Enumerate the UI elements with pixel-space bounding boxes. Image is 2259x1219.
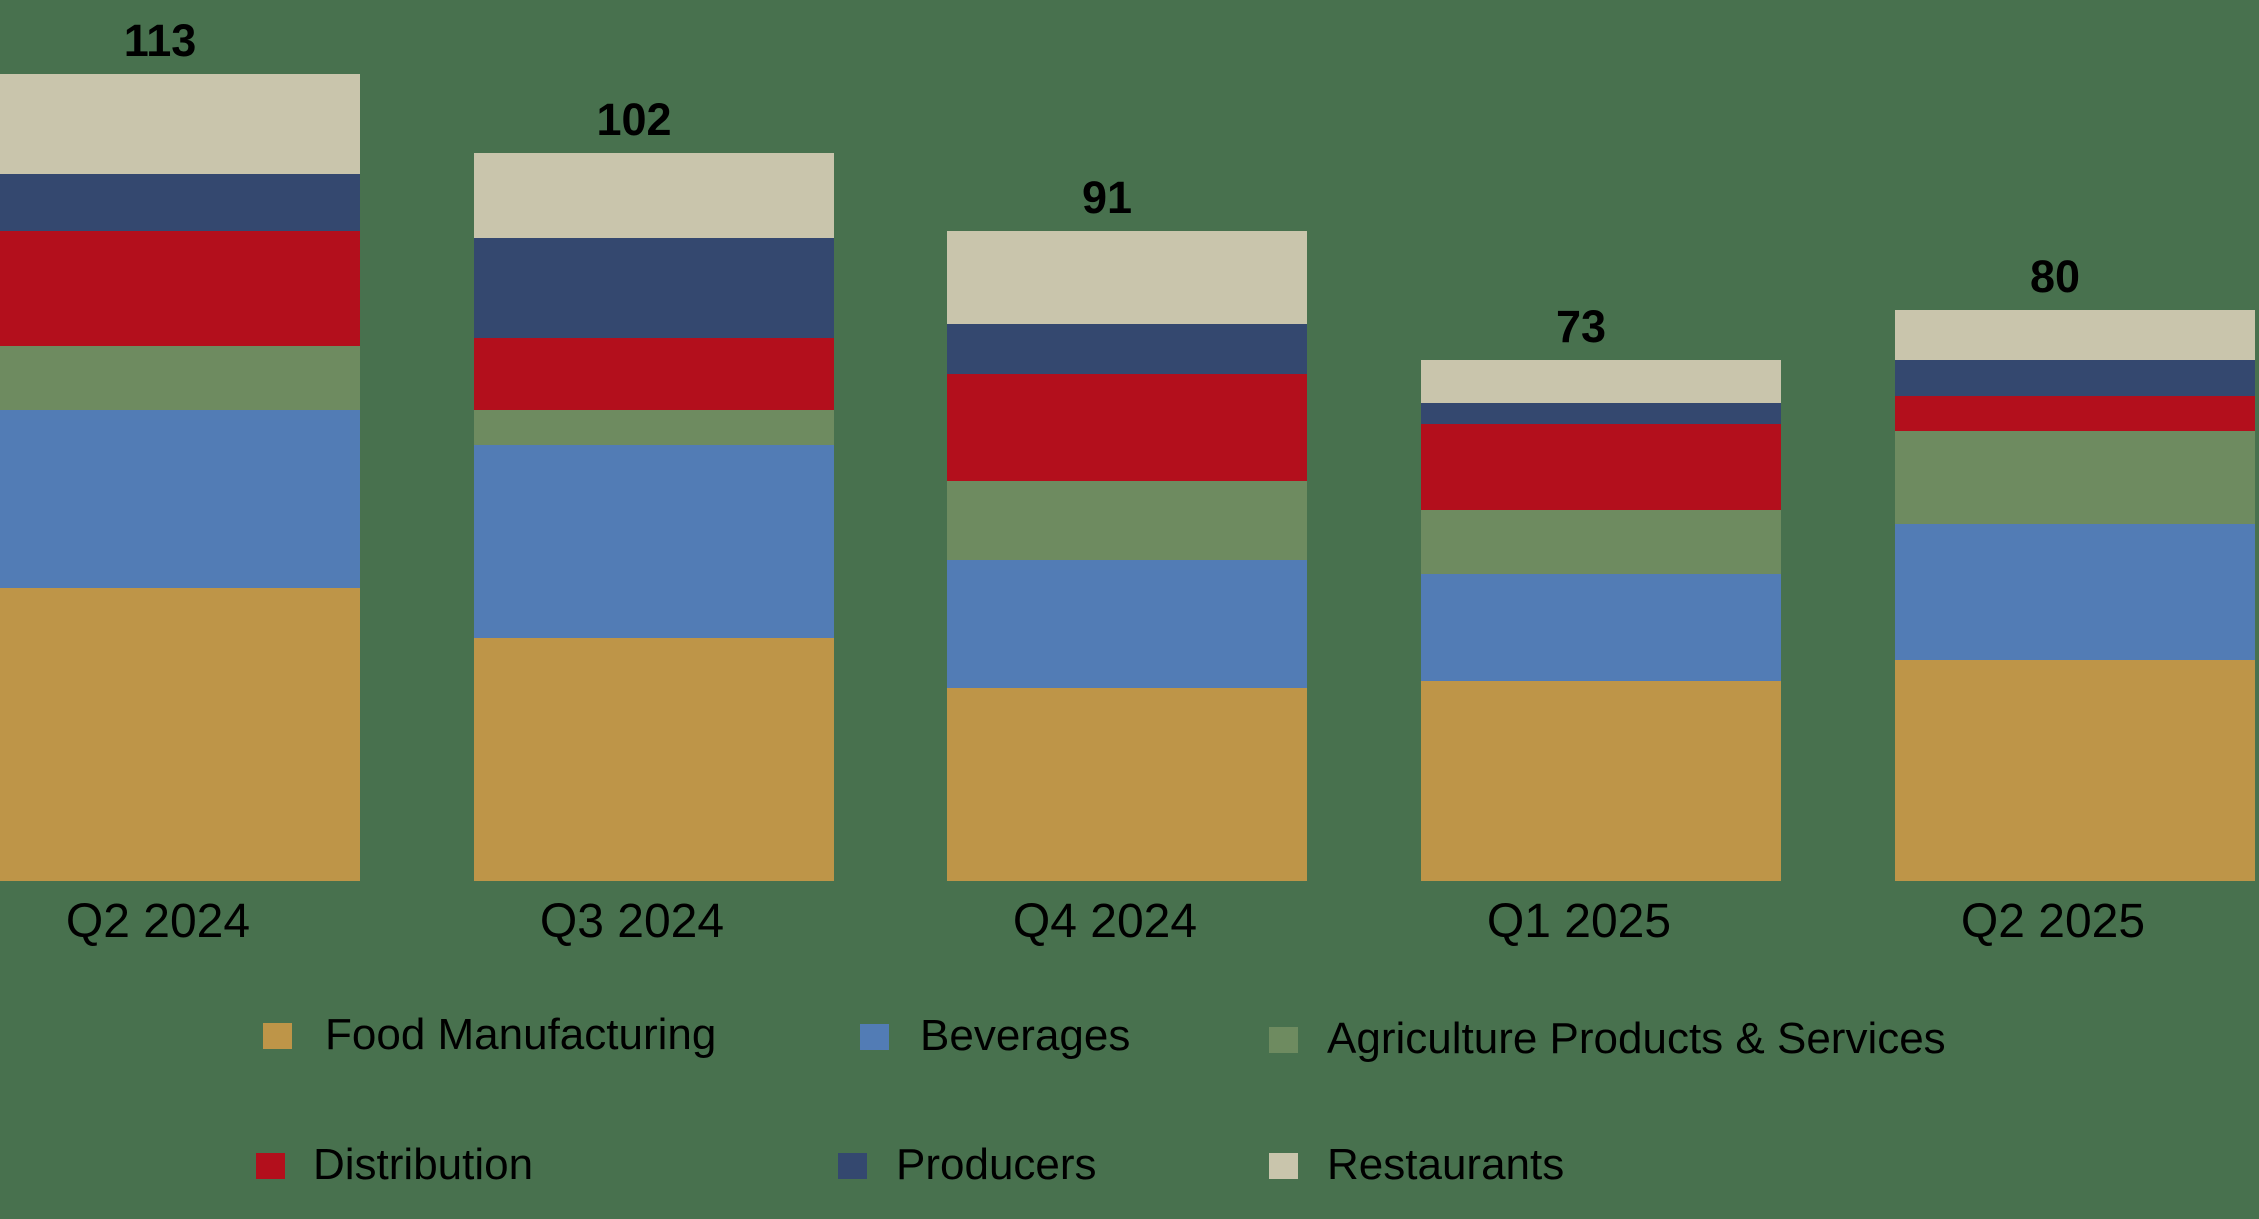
bar-segment-distribution (0, 231, 360, 346)
bar-q4-2024 (947, 231, 1307, 881)
x-axis-label: Q1 2025 (1486, 895, 1672, 948)
bar-segment-agriculture-products-services (474, 409, 834, 446)
bar-segment-producers (0, 174, 360, 232)
bar-segment-restaurants (1421, 359, 1781, 403)
bar-segment-beverages (947, 559, 1307, 689)
bar-segment-producers (947, 324, 1307, 375)
bar-segment-producers (474, 238, 834, 339)
legend-label: Food Manufacturing (325, 1010, 717, 1059)
bar-segment-distribution (1421, 424, 1781, 510)
legend-swatch-icon (256, 1153, 285, 1179)
bar-segment-food-manufacturing (1895, 659, 2255, 881)
bar-segment-distribution (1895, 395, 2255, 432)
x-axis-label: Q3 2024 (539, 895, 725, 948)
legend-swatch-icon (1269, 1153, 1298, 1179)
bar-segment-beverages (0, 409, 360, 589)
x-axis-label: Q2 2024 (65, 895, 251, 948)
legend-label: Beverages (920, 1011, 1131, 1060)
bar-segment-distribution (947, 374, 1307, 482)
bar-segment-distribution (474, 338, 834, 410)
bar-segment-agriculture-products-services (0, 345, 360, 410)
legend-label: Distribution (313, 1140, 534, 1189)
bar-segment-restaurants (1895, 309, 2255, 360)
bar-segment-restaurants (947, 231, 1307, 325)
legend-swatch-icon (860, 1024, 889, 1050)
bar-segment-beverages (474, 445, 834, 639)
legend-label: Restaurants (1327, 1140, 1565, 1189)
x-axis-label: Q4 2024 (1012, 895, 1198, 948)
legend-label: Producers (896, 1140, 1097, 1189)
bar-segment-beverages (1895, 524, 2255, 660)
bar-segment-restaurants (0, 74, 360, 175)
legend-swatch-icon (1269, 1027, 1298, 1053)
bar-q2-2025 (1895, 309, 2255, 881)
legend-label: Agriculture Products & Services (1327, 1014, 1946, 1063)
total-label: 102 (596, 93, 672, 145)
total-label: 113 (123, 15, 197, 67)
bar-segment-agriculture-products-services (1895, 431, 2255, 524)
bar-segment-agriculture-products-services (1421, 509, 1781, 574)
bar-segment-producers (1895, 359, 2255, 396)
legend-swatch-icon (263, 1023, 292, 1049)
bar-segment-restaurants (474, 152, 834, 239)
bar-segment-food-manufacturing (474, 638, 834, 881)
bar-q2-2024 (0, 74, 360, 881)
total-label: 73 (1555, 300, 1607, 352)
bar-segment-food-manufacturing (947, 688, 1307, 881)
bar-segment-agriculture-products-services (947, 481, 1307, 560)
bar-segment-producers (1421, 402, 1781, 425)
total-label: 91 (1081, 172, 1133, 224)
bar-q1-2025 (1421, 359, 1781, 881)
x-axis-label: Q2 2025 (1960, 895, 2146, 948)
bar-segment-beverages (1421, 573, 1781, 682)
bar-q3-2024 (474, 152, 834, 881)
total-label: 80 (2029, 250, 2081, 302)
bar-segment-food-manufacturing (1421, 681, 1781, 881)
bar-segment-food-manufacturing (0, 588, 360, 881)
legend-swatch-icon (838, 1153, 867, 1179)
